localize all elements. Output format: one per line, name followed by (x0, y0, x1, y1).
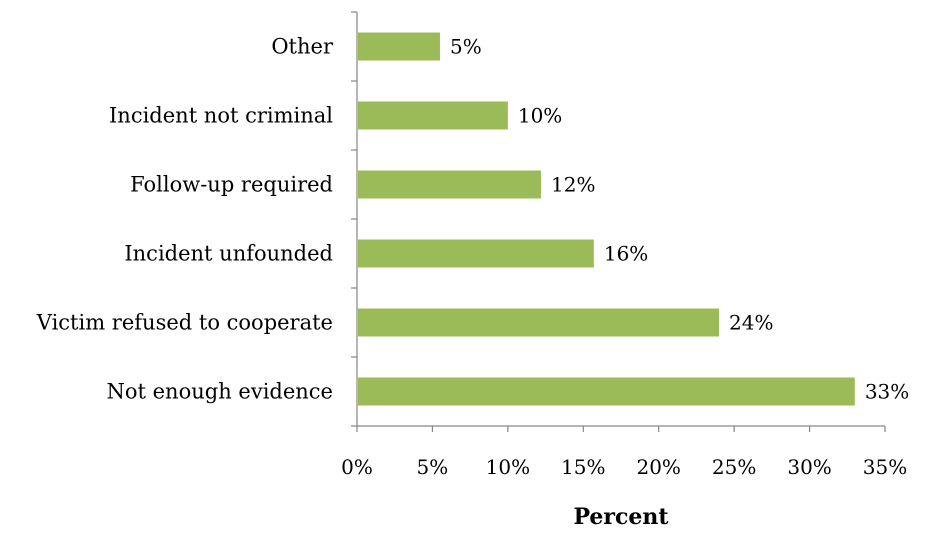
data-labels: 5% 10% 12% 16% 24% 33% (450, 35, 909, 404)
x-tick-label: 15% (561, 455, 605, 479)
category-label: Incident not criminal (109, 104, 333, 128)
axes (351, 11, 886, 432)
data-label: 10% (518, 104, 562, 128)
x-tick-label: 30% (787, 455, 831, 479)
x-tick-label: 25% (712, 455, 756, 479)
x-tick-label: 35% (863, 455, 907, 479)
category-label: Not enough evidence (107, 380, 334, 404)
bar (358, 32, 440, 61)
bar (358, 101, 508, 130)
category-label: Victim refused to cooperate (36, 311, 333, 335)
data-label: 16% (604, 242, 648, 266)
x-tick-label: 5% (417, 455, 449, 479)
data-label: 12% (551, 173, 595, 197)
data-label: 5% (450, 35, 482, 59)
bars (358, 32, 855, 406)
bar (358, 170, 542, 199)
category-label: Follow-up required (130, 173, 333, 197)
data-label: 24% (729, 311, 773, 335)
x-tick-labels: 0% 5% 10% 15% 20% 25% 30% 35% (341, 455, 907, 479)
category-label: Other (271, 35, 334, 59)
x-tick-label: 0% (341, 455, 373, 479)
bar (358, 239, 594, 268)
x-tick-label: 20% (636, 455, 680, 479)
category-label: Incident unfounded (124, 242, 333, 266)
data-label: 33% (865, 380, 909, 404)
category-labels: Other Incident not criminal Follow-up requ… (36, 35, 334, 404)
x-axis-title: Percent (573, 504, 669, 529)
x-tick-label: 10% (486, 455, 530, 479)
bar (358, 377, 855, 406)
bar (358, 308, 720, 337)
